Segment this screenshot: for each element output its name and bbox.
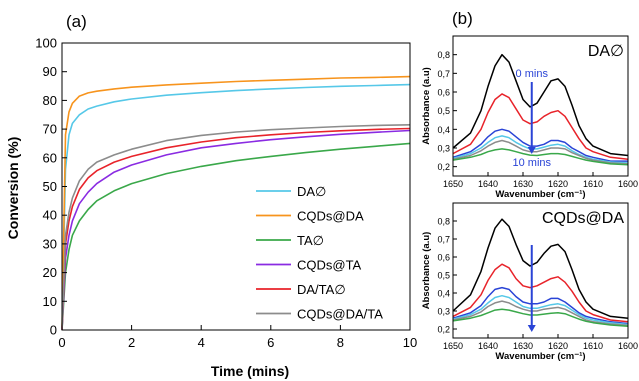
y-tick-label: 100 (35, 36, 57, 51)
spectrum-frame (452, 35, 629, 177)
spectrum-frame (452, 202, 629, 339)
spectrum-line-5 (452, 308, 629, 328)
spectrum-x-axis-label: Wavenumber (cm⁻¹) (495, 351, 585, 362)
y-tick-label: 0,6 (437, 88, 450, 98)
legend-label: DA∅ (297, 184, 326, 199)
y-tick-label: 0,7 (437, 235, 450, 245)
x-tick-label: 1640 (478, 179, 498, 189)
x-tick-label: 1610 (583, 179, 603, 189)
legend-label: CQDs@DA/TA (297, 307, 383, 322)
x-tick-label: 1640 (478, 341, 498, 351)
spectrum-line-0 (452, 218, 629, 319)
time-arrow-head (527, 147, 536, 154)
y-tick-label: 0,4 (437, 289, 450, 299)
y-tick-label: 20 (43, 265, 57, 280)
spectrum-line-4 (452, 300, 629, 327)
y-tick-label: 0,7 (437, 69, 450, 79)
x-tick-label: 10 (403, 335, 417, 350)
y-tick-label: 0,3 (437, 144, 450, 154)
y-tick-label: 80 (43, 93, 57, 108)
panel-a-series-group (61, 75, 411, 331)
panel-a-x-axis-label: Time (mins) (211, 363, 289, 379)
panel-b: (b) 1650 1640 1630 1620 1610 1600 0,2 0,3 0,4 0,5… (421, 9, 638, 362)
panel-a-legend: DA∅ CQDs@DA TA∅ CQDs@TA DA/TA∅ CQDs@DA/TA (256, 184, 383, 322)
spectrum-line-1 (452, 93, 629, 160)
x-tick-label: 8 (337, 335, 344, 350)
y-tick-label: 0,3 (437, 307, 450, 317)
time-arrow-head (527, 325, 536, 332)
spectrum-line-4 (452, 139, 629, 165)
y-tick-label: 10 (43, 294, 57, 309)
panel-a-y-axis-label: Conversion (%) (5, 137, 21, 240)
spectrum-line-1 (452, 263, 629, 323)
legend-label: CQDs@DA (297, 209, 364, 224)
panel-a-x-ticks: 0 2 4 6 8 10 (58, 325, 417, 350)
x-tick-label: 1620 (548, 341, 568, 351)
y-tick-label: 70 (43, 122, 57, 137)
series-line-0 (61, 83, 411, 331)
y-tick-label: 30 (43, 236, 57, 251)
spectrum-line-2 (452, 128, 628, 162)
x-tick-label: 1630 (513, 179, 533, 189)
x-tick-label: 1620 (548, 179, 568, 189)
spectrum-y-axis-label: Absorbance (a.u) (421, 67, 432, 145)
panel-b-top-spectrum: 1650 1640 1630 1620 1610 1600 0,2 0,3 0,4 0,5 0,6 0… (421, 35, 638, 200)
x-tick-label: 4 (198, 335, 205, 350)
series-line-5 (61, 124, 411, 331)
y-tick-label: 50 (43, 179, 57, 194)
time-start-annotation: 0 mins (516, 68, 549, 80)
panel-a: (a) 0 2 4 6 8 10 0 10 20 30 40 50 60 70 80 90 100 Time … (5, 12, 417, 379)
spectrum-sample-label: DA∅ (588, 43, 624, 60)
series-line-3 (61, 129, 411, 331)
panel-b-label: (b) (452, 9, 473, 28)
y-tick-label: 0,5 (437, 271, 450, 281)
spectrum-line-3 (452, 294, 629, 326)
panel-b-bottom-spectrum: 1650 1640 1630 1620 1610 1600 0,2 0,3 0,4 0,5 0,6 0… (421, 202, 638, 362)
time-end-annotation: 10 mins (512, 157, 551, 169)
spectrum-line-0 (452, 53, 629, 157)
x-tick-label: 0 (58, 335, 65, 350)
y-tick-label: 40 (43, 208, 57, 223)
spectrum-line-3 (452, 135, 629, 164)
spectrum-sample-label: CQDs@DA (542, 210, 624, 227)
spectrum-y-axis-label: Absorbance (a.u) (421, 232, 432, 310)
legend-label: TA∅ (297, 233, 324, 248)
y-tick-label: 0,2 (437, 325, 450, 335)
y-tick-label: 0,4 (437, 125, 450, 135)
x-tick-label: 1650 (443, 341, 463, 351)
y-tick-label: 0,8 (437, 50, 450, 60)
y-tick-label: 0 (50, 323, 57, 338)
y-tick-label: 0,5 (437, 106, 450, 116)
legend-label: DA/TA∅ (297, 282, 346, 297)
x-tick-label: 1610 (583, 341, 603, 351)
y-tick-label: 0,6 (437, 253, 450, 263)
x-tick-label: 1650 (443, 179, 463, 189)
spectrum-x-axis-label: Wavenumber (cm⁻¹) (495, 189, 585, 200)
series-line-2 (61, 142, 411, 331)
x-tick-label: 2 (128, 335, 135, 350)
x-tick-label: 6 (267, 335, 274, 350)
y-tick-label: 60 (43, 150, 57, 165)
y-tick-label: 90 (43, 64, 57, 79)
y-tick-label: 0,8 (437, 217, 450, 227)
x-tick-label: 1600 (618, 341, 638, 351)
panel-a-y-ticks: 0 10 20 30 40 50 60 70 80 90 100 (35, 36, 67, 338)
spectrum-line-2 (452, 286, 629, 325)
panel-a-label: (a) (66, 12, 87, 31)
series-line-4 (61, 127, 411, 331)
legend-label: CQDs@TA (297, 258, 362, 273)
x-tick-label: 1600 (618, 179, 638, 189)
series-line-1 (61, 75, 411, 331)
x-tick-label: 1630 (513, 341, 533, 351)
y-tick-label: 0,2 (437, 162, 450, 172)
spectrum-line-5 (452, 148, 629, 166)
